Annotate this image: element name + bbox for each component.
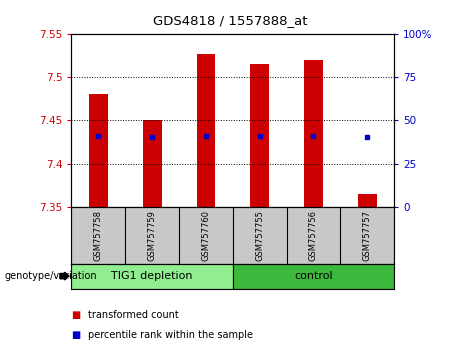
- Text: GSM757756: GSM757756: [309, 210, 318, 261]
- Text: GSM757759: GSM757759: [148, 210, 157, 261]
- Text: control: control: [294, 271, 333, 281]
- Bar: [89, 94, 108, 207]
- Text: GSM757755: GSM757755: [255, 210, 264, 261]
- Bar: [250, 64, 269, 207]
- Text: genotype/variation: genotype/variation: [5, 271, 97, 281]
- Text: TIG1 depletion: TIG1 depletion: [112, 271, 193, 281]
- Bar: [304, 60, 323, 207]
- Bar: [143, 120, 161, 207]
- Text: ■: ■: [71, 330, 81, 339]
- Text: GSM757758: GSM757758: [94, 210, 103, 261]
- FancyArrow shape: [60, 272, 69, 280]
- Text: GDS4818 / 1557888_at: GDS4818 / 1557888_at: [153, 14, 308, 27]
- Text: transformed count: transformed count: [88, 310, 178, 320]
- Text: GSM757757: GSM757757: [363, 210, 372, 261]
- Text: ■: ■: [71, 310, 81, 320]
- Bar: [358, 194, 377, 207]
- Text: percentile rank within the sample: percentile rank within the sample: [88, 330, 253, 339]
- Bar: [196, 53, 215, 207]
- Text: GSM757760: GSM757760: [201, 210, 210, 261]
